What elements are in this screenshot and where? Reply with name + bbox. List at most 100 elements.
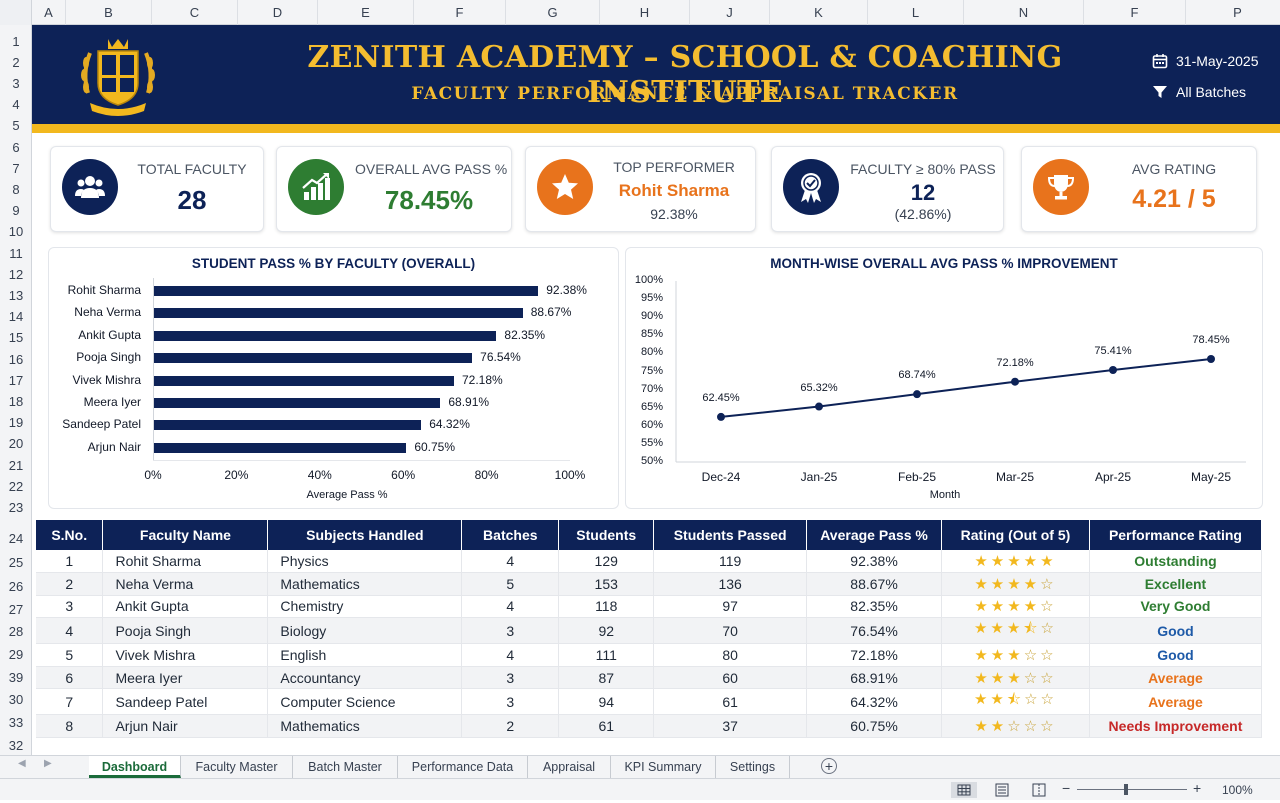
row-header[interactable]: 2 [12, 55, 20, 70]
cell-passed[interactable]: 136 [653, 572, 808, 596]
column-header[interactable]: L [868, 0, 964, 25]
table-row[interactable]: 5 Vivek Mishra English 4 111 80 72.18% ★★★☆☆ Goo… [36, 643, 1263, 667]
row-header[interactable]: 23 [8, 500, 24, 515]
row-header[interactable]: 3 [12, 76, 20, 91]
column-header[interactable]: A [32, 0, 66, 25]
zoom-slider-thumb[interactable] [1124, 784, 1128, 795]
column-header[interactable]: B [66, 0, 152, 25]
cell-sno[interactable]: 2 [36, 572, 104, 596]
cell-name[interactable]: Rohit Sharma [102, 550, 269, 574]
row-header[interactable]: 16 [8, 352, 24, 367]
batch-filter[interactable]: All Batches [1152, 84, 1246, 100]
performance-rating[interactable]: Excellent [1089, 572, 1263, 596]
row-header[interactable]: 12 [8, 267, 24, 282]
row-header[interactable]: 28 [8, 624, 24, 639]
cell-passed[interactable]: 37 [653, 714, 808, 739]
cell-avg[interactable]: 76.54% [806, 617, 942, 645]
cell-subject[interactable]: Mathematics [267, 572, 463, 596]
cell-subject[interactable]: Mathematics [267, 714, 463, 739]
sheet-tab-dashboard[interactable]: Dashboard [89, 756, 181, 778]
column-header[interactable]: E [318, 0, 414, 25]
cell-avg[interactable]: 88.67% [806, 572, 942, 596]
row-header[interactable]: 29 [8, 647, 24, 662]
cell-subject[interactable]: Computer Science [267, 688, 463, 716]
sheet-tab-faculty-master[interactable]: Faculty Master [181, 756, 293, 778]
cell-avg[interactable]: 82.35% [806, 595, 942, 619]
row-header[interactable]: 25 [8, 555, 24, 570]
page-break-icon[interactable] [1031, 782, 1047, 803]
cell-batches[interactable]: 4 [461, 550, 560, 574]
column-heading[interactable]: Faculty Name [102, 520, 269, 550]
row-header[interactable]: 11 [9, 246, 23, 261]
cell-sno[interactable]: 5 [36, 643, 104, 667]
cell-subject[interactable]: Biology [267, 617, 463, 645]
cell-sno[interactable]: 4 [36, 617, 104, 645]
sheet-tab-settings[interactable]: Settings [716, 756, 790, 778]
column-header[interactable]: H [600, 0, 690, 25]
cell-avg[interactable]: 64.32% [806, 688, 942, 716]
row-header[interactable]: 14 [8, 309, 24, 324]
scroll-left-icon[interactable]: ◀ [18, 758, 26, 769]
cell-students[interactable]: 153 [558, 572, 655, 596]
column-header[interactable]: C [152, 0, 238, 25]
cell-students[interactable]: 92 [558, 617, 655, 645]
rating-stars[interactable]: ★★★☆☆ [941, 666, 1090, 690]
table-row[interactable]: 4 Pooja Singh Biology 3 92 70 76.54% ★★★⯪☆ Good [36, 617, 1263, 645]
zoom-slider[interactable] [1077, 789, 1187, 790]
cell-students[interactable]: 111 [558, 643, 655, 667]
cell-passed[interactable]: 119 [653, 550, 808, 574]
row-header[interactable]: 30 [8, 692, 24, 707]
table-row[interactable]: 6 Meera Iyer Accountancy 3 87 60 68.91% ★★★☆☆ Av… [36, 666, 1263, 690]
row-header[interactable]: 9 [12, 203, 20, 218]
zoom-out-icon[interactable]: − [1062, 780, 1071, 796]
cell-batches[interactable]: 4 [461, 643, 560, 667]
row-header[interactable]: 39 [8, 670, 24, 685]
cell-students[interactable]: 94 [558, 688, 655, 716]
row-header[interactable]: 33 [8, 715, 24, 730]
performance-rating[interactable]: Needs Improvement [1089, 714, 1263, 739]
cell-batches[interactable]: 3 [461, 688, 560, 716]
cell-sno[interactable]: 1 [36, 550, 104, 574]
cell-students[interactable]: 87 [558, 666, 655, 690]
row-header[interactable]: 18 [8, 394, 24, 409]
table-row[interactable]: 1 Rohit Sharma Physics 4 129 119 92.38% ★★★★★ Ou… [36, 550, 1263, 574]
zoom-in-icon[interactable]: + [1193, 780, 1202, 796]
sheet-tab-kpi-summary[interactable]: KPI Summary [611, 756, 716, 778]
cell-batches[interactable]: 5 [461, 572, 560, 596]
cell-name[interactable]: Sandeep Patel [102, 688, 269, 716]
table-row[interactable]: 8 Arjun Nair Mathematics 2 61 37 60.75% ★★☆☆☆ Ne… [36, 714, 1263, 739]
column-heading[interactable]: Batches [461, 520, 560, 550]
row-header[interactable]: 32 [8, 738, 24, 753]
cell-batches[interactable]: 3 [461, 666, 560, 690]
performance-rating[interactable]: Outstanding [1089, 550, 1263, 574]
row-header[interactable]: 7 [12, 161, 20, 176]
row-header[interactable]: 1 [12, 34, 20, 49]
cell-students[interactable]: 61 [558, 714, 655, 739]
cell-avg[interactable]: 72.18% [806, 643, 942, 667]
cell-batches[interactable]: 3 [461, 617, 560, 645]
performance-rating[interactable]: Very Good [1089, 595, 1263, 619]
cell-passed[interactable]: 60 [653, 666, 808, 690]
cell-name[interactable]: Meera Iyer [102, 666, 269, 690]
column-header[interactable]: G [506, 0, 600, 25]
rating-stars[interactable]: ★★★★☆ [941, 572, 1090, 596]
row-header[interactable]: 6 [12, 140, 20, 155]
performance-rating[interactable]: Good [1089, 643, 1263, 667]
row-header[interactable]: 15 [8, 330, 24, 345]
cell-subject[interactable]: Accountancy [267, 666, 463, 690]
cell-name[interactable]: Ankit Gupta [102, 595, 269, 619]
normal-view-icon[interactable] [951, 782, 977, 798]
row-header[interactable]: 17 [8, 373, 24, 388]
cell-name[interactable]: Arjun Nair [102, 714, 269, 739]
row-header[interactable]: 20 [8, 436, 24, 451]
row-header[interactable]: 24 [8, 531, 24, 546]
cell-passed[interactable]: 70 [653, 617, 808, 645]
cell-sno[interactable]: 6 [36, 666, 104, 690]
row-header[interactable]: 4 [12, 97, 20, 112]
rating-stars[interactable]: ★★★★☆ [941, 595, 1090, 619]
cell-students[interactable]: 118 [558, 595, 655, 619]
row-header[interactable]: 22 [8, 479, 24, 494]
column-header[interactable]: K [770, 0, 868, 25]
column-header[interactable]: N [964, 0, 1084, 25]
cell-name[interactable]: Neha Verma [102, 572, 269, 596]
